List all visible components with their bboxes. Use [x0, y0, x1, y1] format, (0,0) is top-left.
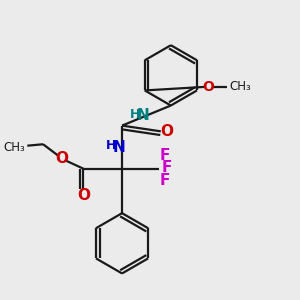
Text: H: H — [130, 108, 141, 121]
Text: H: H — [105, 139, 116, 152]
Text: CH₃: CH₃ — [230, 80, 251, 93]
Text: CH₃: CH₃ — [3, 141, 25, 154]
Text: N: N — [136, 108, 149, 123]
Text: O: O — [160, 124, 174, 139]
Text: F: F — [160, 148, 170, 163]
Text: F: F — [160, 172, 170, 188]
Text: O: O — [77, 188, 90, 203]
Text: F: F — [162, 160, 172, 175]
Text: O: O — [55, 151, 68, 166]
Text: O: O — [202, 80, 214, 94]
Text: N: N — [112, 140, 125, 154]
